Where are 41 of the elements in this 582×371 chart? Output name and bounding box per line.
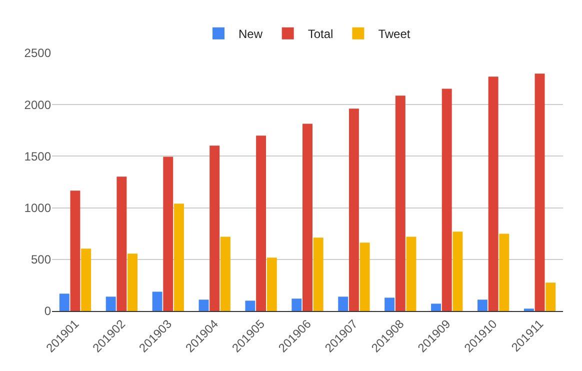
bar <box>360 242 370 311</box>
bar <box>70 190 80 311</box>
bar <box>452 232 463 311</box>
legend-label: Tweet <box>378 27 411 42</box>
legend-label: Total <box>308 27 334 42</box>
bar <box>442 88 452 311</box>
bar <box>395 96 406 311</box>
bar <box>163 156 174 311</box>
bar <box>534 74 545 311</box>
bar <box>152 292 162 311</box>
bar <box>198 300 209 311</box>
y-tick-label: 2000 <box>24 98 52 112</box>
bar <box>256 136 266 311</box>
bar <box>81 248 92 311</box>
y-tick-label: 1500 <box>24 149 52 164</box>
bar <box>220 236 230 311</box>
bar <box>338 296 348 311</box>
y-tick-label: 1000 <box>24 201 52 215</box>
bar <box>431 304 442 311</box>
bar <box>128 254 138 311</box>
y-tick-label: 2500 <box>24 46 52 60</box>
legend-label: New <box>238 27 263 42</box>
bar <box>116 176 127 311</box>
bar <box>174 204 184 311</box>
bar <box>245 300 256 311</box>
bar <box>384 298 395 311</box>
bar <box>477 300 488 311</box>
bar <box>488 76 498 311</box>
bar <box>546 282 556 311</box>
bar <box>302 124 312 311</box>
y-tick-label: 0 <box>44 304 52 318</box>
bar <box>406 236 416 311</box>
bar <box>313 238 324 311</box>
bar <box>210 146 220 311</box>
bar <box>292 298 302 311</box>
bar <box>266 258 277 311</box>
bar <box>59 294 70 311</box>
bar <box>348 108 359 311</box>
y-tick-label: 500 <box>30 252 52 267</box>
bar <box>499 234 510 311</box>
bar <box>106 296 116 311</box>
